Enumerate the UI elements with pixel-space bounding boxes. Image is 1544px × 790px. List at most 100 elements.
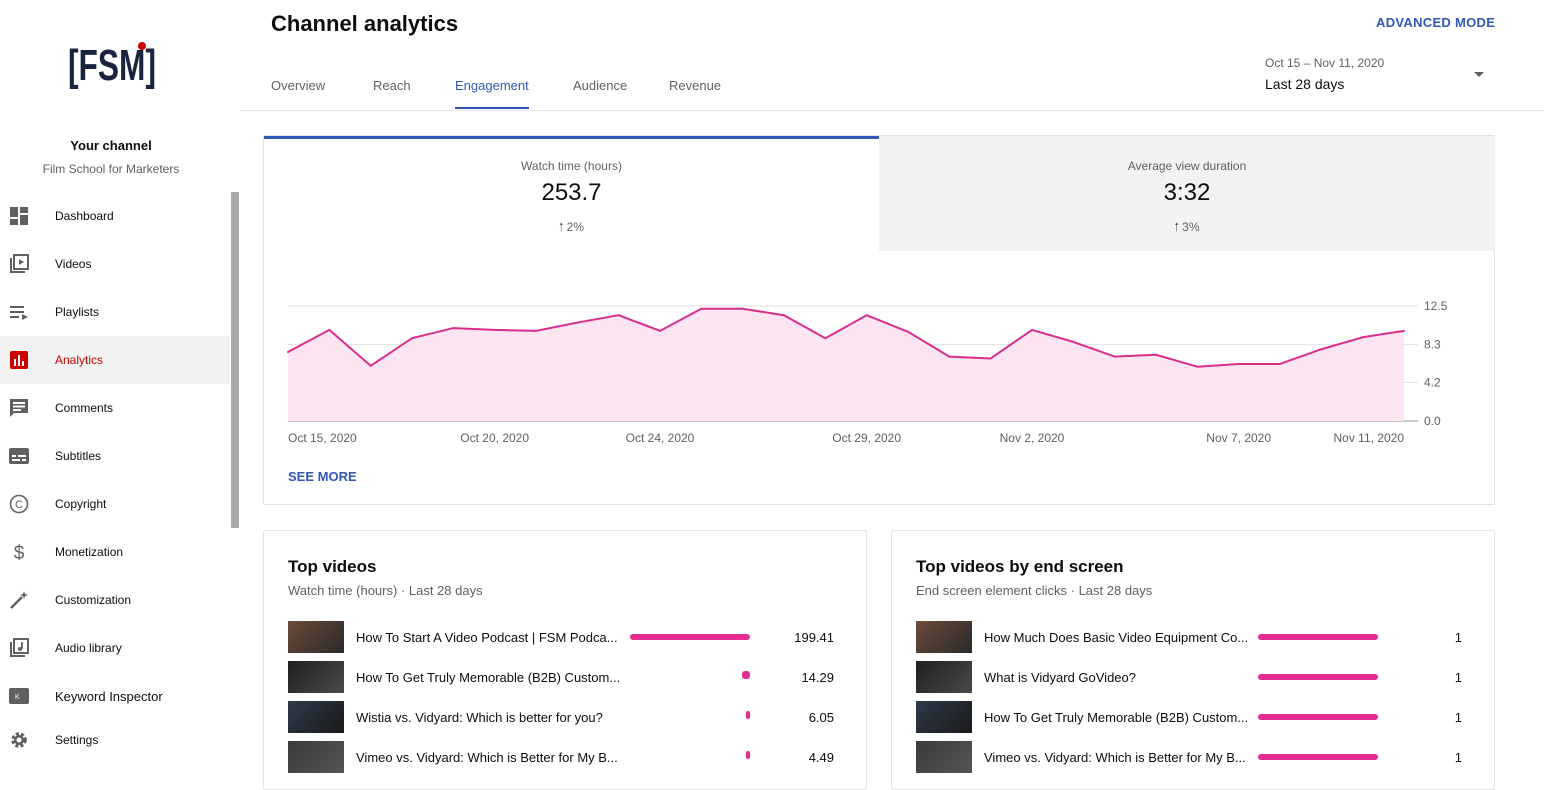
- x-tick-label: Oct 24, 2020: [626, 431, 695, 445]
- data-point[interactable]: [1113, 355, 1116, 358]
- video-row[interactable]: Wistia vs. Vidyard: Which is better for …: [288, 701, 844, 735]
- sidebar-item-videos[interactable]: Videos: [0, 240, 230, 288]
- data-point[interactable]: [907, 330, 909, 333]
- video-title[interactable]: What is Vidyard GoVideo?: [984, 670, 1136, 685]
- metric-watch-time[interactable]: Watch time (hours) 253.7 🠑 2%: [264, 136, 879, 251]
- main-content: Channel analytics ADVANCED MODE Overview…: [240, 0, 1544, 790]
- data-point[interactable]: [1320, 348, 1323, 351]
- data-point[interactable]: [659, 329, 661, 332]
- data-point[interactable]: [1237, 362, 1240, 365]
- metric-average-view-duration[interactable]: Average view duration 3:32 🠑 3%: [879, 136, 1495, 251]
- data-point[interactable]: [411, 337, 413, 340]
- tab-audience[interactable]: Audience: [573, 78, 628, 93]
- channel-title: Your channel: [70, 138, 152, 153]
- x-tick-label: Oct 29, 2020: [832, 431, 901, 445]
- video-row[interactable]: How Much Does Basic Video Equipment Co..…: [916, 621, 1472, 655]
- video-row[interactable]: What is Vidyard GoVideo? 1: [916, 661, 1472, 695]
- card-title: Top videos: [288, 557, 377, 576]
- video-title[interactable]: How To Get Truly Memorable (B2B) Custom.…: [356, 670, 621, 685]
- see-more-button[interactable]: SEE MORE: [288, 469, 357, 484]
- analytics-icon: [8, 349, 30, 371]
- data-point[interactable]: [1155, 353, 1157, 356]
- data-point[interactable]: [576, 321, 579, 324]
- y-tick-label: 12.5: [1424, 299, 1448, 313]
- sidebar-item-playlists[interactable]: Playlists: [0, 288, 230, 336]
- sidebar-item-keyword-inspector[interactable]: K Keyword Inspector: [0, 672, 230, 720]
- video-title[interactable]: How To Start A Video Podcast | FSM Podca…: [356, 630, 618, 645]
- video-title[interactable]: Vimeo vs. Vidyard: Which is Better for M…: [984, 750, 1246, 765]
- video-title[interactable]: Vimeo vs. Vidyard: Which is Better for M…: [356, 750, 618, 765]
- data-point[interactable]: [741, 307, 744, 310]
- video-title[interactable]: Wistia vs. Vidyard: Which is better for …: [356, 710, 603, 725]
- data-point[interactable]: [1072, 340, 1075, 343]
- top-end-screen-card: Top videos by end screen End screen elem…: [891, 530, 1495, 790]
- tab-revenue[interactable]: Revenue: [669, 78, 722, 93]
- sidebar-item-customization[interactable]: Customization: [0, 576, 230, 624]
- video-thumbnail[interactable]: [916, 701, 972, 733]
- tab-overview[interactable]: Overview: [271, 78, 326, 93]
- value-bar: [1258, 674, 1378, 680]
- data-point[interactable]: [1279, 362, 1281, 365]
- data-point[interactable]: [1361, 336, 1364, 339]
- sidebar-item-copyright[interactable]: C Copyright: [0, 480, 230, 528]
- video-row[interactable]: Vimeo vs. Vidyard: Which is Better for M…: [916, 741, 1472, 775]
- video-value: 14.29: [801, 670, 834, 685]
- video-row[interactable]: How To Start A Video Podcast | FSM Podca…: [288, 621, 844, 655]
- sidebar-item-settings[interactable]: Settings: [0, 720, 230, 760]
- video-thumbnail[interactable]: [288, 701, 344, 733]
- data-point[interactable]: [493, 328, 496, 331]
- keyword-inspector-icon: K: [8, 685, 30, 707]
- data-point[interactable]: [617, 314, 620, 317]
- metric-value: 253.7: [541, 179, 602, 206]
- video-row[interactable]: How To Get Truly Memorable (B2B) Custom.…: [288, 661, 844, 695]
- channel-name: Film School for Marketers: [42, 162, 180, 176]
- sidebar-item-analytics[interactable]: Analytics: [0, 336, 230, 384]
- video-thumbnail[interactable]: [916, 661, 972, 693]
- data-point[interactable]: [824, 337, 827, 340]
- sidebar-scrollbar[interactable]: [231, 192, 239, 528]
- video-row[interactable]: Vimeo vs. Vidyard: Which is Better for M…: [288, 741, 844, 775]
- data-point[interactable]: [328, 328, 331, 331]
- video-thumbnail[interactable]: [288, 621, 344, 653]
- data-point[interactable]: [287, 351, 289, 353]
- video-title[interactable]: How To Get Truly Memorable (B2B) Custom.…: [984, 710, 1249, 725]
- sidebar-item-label: Subtitles: [55, 449, 102, 463]
- watch-time-chart[interactable]: 12.5 8.3 4.2 0.0 Oct 15, 2020 Oct 20, 2020 Oct…: [264, 251, 1494, 461]
- tab-reach[interactable]: Reach: [373, 78, 411, 93]
- series-line: [287, 307, 1405, 368]
- data-point[interactable]: [989, 357, 992, 360]
- data-point[interactable]: [452, 327, 455, 330]
- value-bar: [630, 634, 750, 640]
- data-point[interactable]: [865, 314, 868, 317]
- value-bar: [1258, 634, 1378, 640]
- subtitles-icon: [8, 445, 30, 467]
- data-point[interactable]: [700, 307, 703, 310]
- date-range-selector[interactable]: Last 28 days: [1265, 76, 1345, 92]
- chevron-down-icon[interactable]: [1474, 72, 1484, 77]
- sidebar-item-subtitles[interactable]: Subtitles: [0, 432, 230, 480]
- data-point[interactable]: [1031, 328, 1033, 331]
- sidebar-item-dashboard[interactable]: Dashboard: [0, 192, 230, 240]
- sidebar-item-audio-library[interactable]: Audio library: [0, 624, 230, 672]
- advanced-mode-button[interactable]: ADVANCED MODE: [1376, 15, 1496, 30]
- data-point[interactable]: [369, 364, 372, 367]
- data-point[interactable]: [783, 314, 785, 317]
- video-thumbnail[interactable]: [288, 741, 344, 773]
- video-thumbnail[interactable]: [916, 741, 972, 773]
- comments-icon: [8, 397, 30, 419]
- date-range-text[interactable]: Oct 15 – Nov 11, 2020: [1265, 56, 1385, 70]
- x-tick-label: Oct 15, 2020: [288, 431, 357, 445]
- tab-engagement[interactable]: Engagement: [455, 78, 529, 109]
- sidebar-item-monetization[interactable]: $ Monetization: [0, 528, 230, 576]
- video-row[interactable]: How To Get Truly Memorable (B2B) Custom.…: [916, 701, 1472, 735]
- video-thumbnail[interactable]: [916, 621, 972, 653]
- data-point[interactable]: [1403, 329, 1405, 332]
- video-title[interactable]: How Much Does Basic Video Equipment Co..…: [984, 630, 1249, 645]
- sidebar-item-comments[interactable]: Comments: [0, 384, 230, 432]
- channel-logo[interactable]: [FSM]: [66, 36, 158, 92]
- data-point[interactable]: [948, 355, 951, 358]
- data-point[interactable]: [1196, 365, 1199, 368]
- data-point[interactable]: [535, 329, 537, 332]
- metric-value: 3:32: [1163, 179, 1211, 206]
- video-thumbnail[interactable]: [288, 661, 344, 693]
